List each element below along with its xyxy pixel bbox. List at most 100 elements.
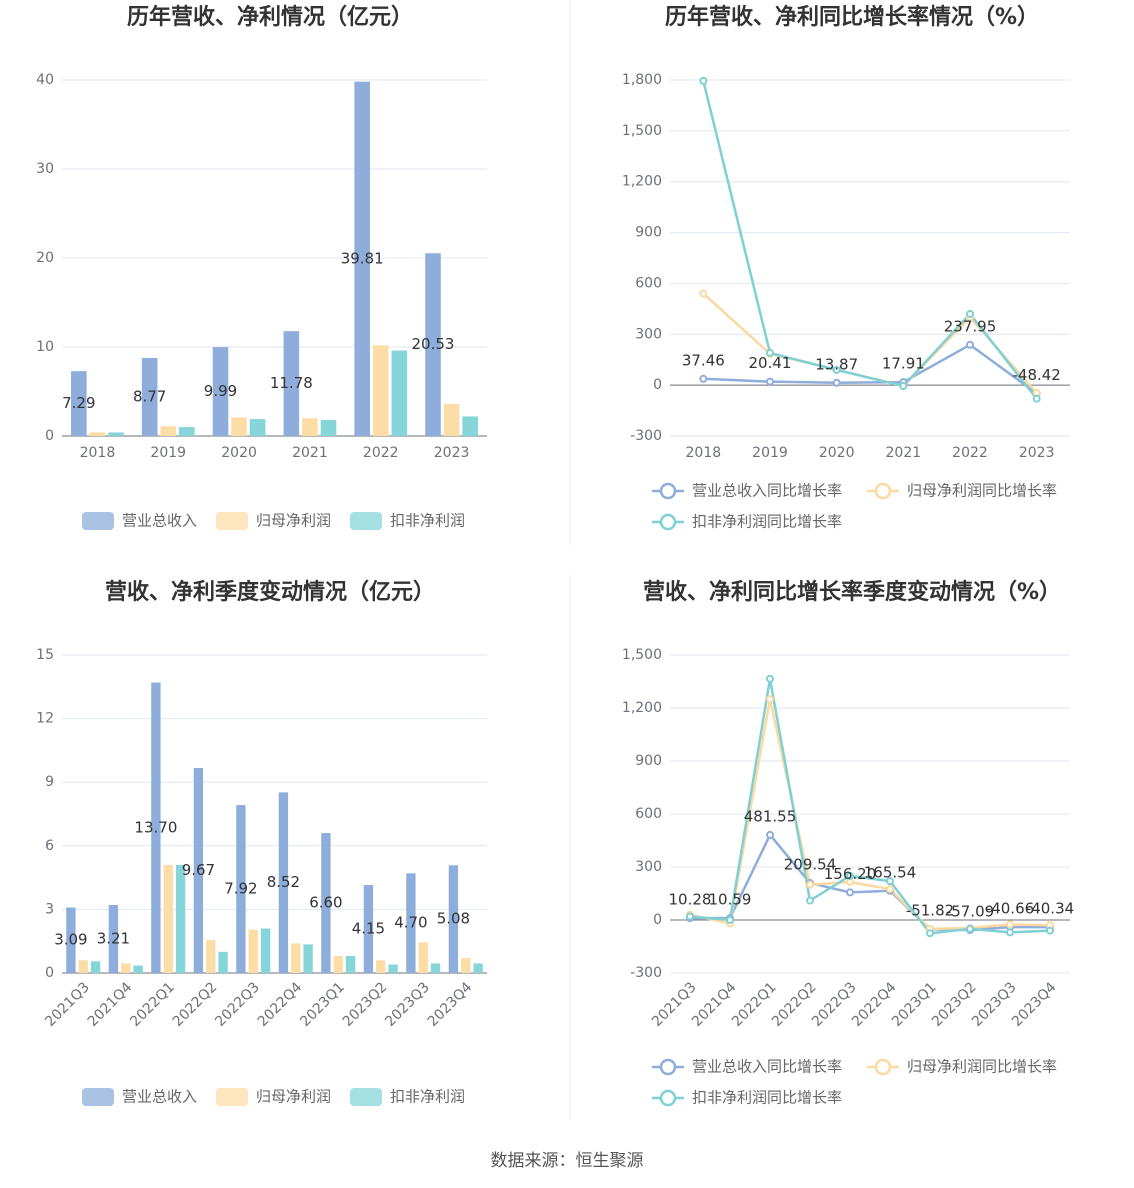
x-tick-label: 2023Q4	[1009, 979, 1060, 1030]
value-label: 156.20	[824, 865, 877, 883]
x-tick-label: 2023	[1019, 445, 1055, 461]
legend-swatch	[659, 1058, 677, 1076]
value-label: 3.21	[97, 929, 130, 947]
bar	[461, 958, 471, 973]
point	[686, 912, 694, 921]
x-tick-label: 2020	[221, 445, 257, 461]
value-label: 9.99	[204, 382, 237, 400]
x-tick-label: 2020	[819, 445, 855, 461]
legend-swatch	[216, 512, 248, 530]
x-tick-label: 2018	[686, 445, 722, 461]
chart-title: 历年营收、净利情况（亿元）	[127, 4, 413, 30]
point	[1006, 920, 1014, 929]
bar	[66, 907, 76, 973]
y-tick-label: 300	[635, 859, 662, 875]
y-tick-label: -300	[630, 428, 662, 444]
bar	[260, 928, 271, 973]
legend-swatch	[659, 482, 677, 500]
point	[726, 916, 734, 924]
y-tick-label: 15	[36, 647, 54, 663]
bar	[425, 253, 441, 436]
bar	[283, 331, 300, 436]
value-label: 9.67	[182, 861, 215, 879]
point	[806, 880, 814, 889]
point	[1046, 926, 1054, 935]
y-tick-label: 20	[36, 250, 54, 266]
x-tick-label: 2023Q2	[340, 979, 391, 1030]
legend-label: 归母净利润	[256, 1088, 331, 1106]
value-label: 4.15	[352, 920, 385, 938]
bar	[418, 942, 428, 973]
y-tick-label: 30	[36, 161, 54, 177]
point	[966, 924, 974, 933]
legend-label: 归母净利润同比增长率	[907, 482, 1057, 500]
point	[806, 896, 814, 905]
value-label: 209.54	[784, 855, 837, 873]
bar	[89, 432, 106, 436]
line	[703, 343, 1038, 395]
point	[766, 348, 774, 357]
y-tick-label: 900	[635, 225, 662, 241]
y-tick-label: 9	[45, 774, 54, 790]
y-tick-label: 12	[36, 711, 54, 727]
bar	[175, 864, 186, 973]
line	[689, 678, 1051, 935]
value-label: -48.42	[1012, 366, 1060, 384]
x-tick-label: 2022Q2	[170, 979, 221, 1030]
value-label: 8.77	[133, 387, 166, 405]
legend-swatch	[350, 512, 382, 530]
point	[886, 877, 894, 886]
bar	[406, 873, 416, 973]
legend-label: 营业总收入	[122, 512, 197, 530]
bar	[278, 792, 289, 973]
y-tick-label: -300	[630, 965, 662, 981]
bar	[388, 964, 398, 973]
legend-swatch	[82, 1088, 114, 1106]
point	[966, 309, 974, 318]
y-tick-label: 6	[45, 838, 54, 854]
bar	[391, 350, 408, 436]
line	[689, 698, 1051, 931]
legend-label: 扣非净利润	[390, 1088, 465, 1106]
point	[766, 695, 774, 704]
y-tick-label: 1,500	[622, 123, 662, 139]
y-tick-label: 600	[635, 275, 662, 291]
point	[846, 888, 854, 897]
x-tick-label: 2023Q3	[382, 979, 433, 1030]
point	[766, 830, 774, 839]
value-label: 13.87	[815, 355, 858, 373]
value-label: -57.09	[946, 903, 994, 921]
x-tick-label: 2023Q4	[425, 979, 476, 1030]
bar	[430, 963, 441, 973]
bar	[462, 416, 478, 436]
bar	[160, 426, 177, 436]
bar	[71, 371, 87, 436]
value-label: 237.95	[944, 317, 997, 335]
value-label: 20.41	[749, 354, 792, 372]
point	[926, 929, 934, 938]
y-tick-label: 0	[653, 912, 662, 928]
y-tick-label: 900	[635, 753, 662, 769]
x-tick-label: 2019	[150, 445, 186, 461]
bar	[291, 943, 301, 973]
value-label: 37.46	[682, 351, 725, 369]
bar	[321, 833, 331, 973]
chart-title: 历年营收、净利同比增长率情况（%）	[665, 4, 1039, 30]
value-label: 11.78	[270, 374, 313, 392]
legend-label: 扣非净利润	[390, 512, 465, 530]
point	[699, 76, 708, 85]
legend-label: 营业总收入	[122, 1088, 197, 1106]
bar	[179, 427, 195, 436]
y-tick-label: 0	[653, 377, 662, 393]
value-label: 6.60	[309, 894, 342, 912]
legend-label: 归母净利润同比增长率	[907, 1058, 1057, 1076]
x-tick-label: 2021	[292, 445, 328, 461]
bar	[302, 418, 318, 436]
legend-swatch	[659, 1089, 677, 1107]
value-label: -40.66	[986, 900, 1034, 918]
bar	[473, 963, 483, 973]
bar	[212, 347, 229, 436]
bar	[193, 767, 204, 973]
x-tick-label: 2022Q4	[255, 979, 306, 1030]
